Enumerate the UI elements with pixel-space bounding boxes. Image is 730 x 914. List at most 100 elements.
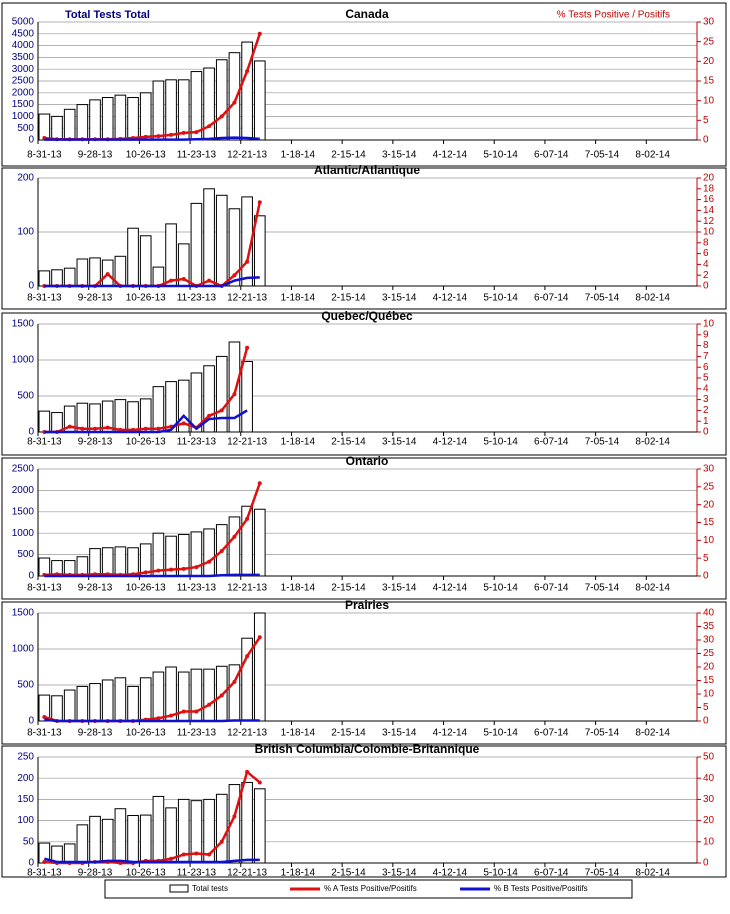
line-point — [207, 413, 212, 418]
bar — [139, 235, 152, 287]
bar — [253, 60, 266, 141]
bar — [101, 97, 114, 141]
y-tick-label: 1000 — [12, 111, 35, 122]
x-tick-label: 3-15-14 — [382, 150, 417, 161]
y2-tick-label: 14 — [703, 205, 715, 216]
x-tick-label: 3-15-14 — [382, 728, 417, 739]
y2-tick-label: 0 — [703, 716, 709, 727]
x-tick-label: 1-18-14 — [281, 728, 316, 739]
bar — [165, 666, 177, 722]
x-tick-label: 2-15-14 — [331, 728, 366, 739]
x-tick-label: 5-10-14 — [483, 150, 518, 161]
y-tick-label: 500 — [17, 680, 34, 691]
x-tick-label: 7-05-14 — [585, 293, 620, 304]
legend-label: % B Tests Positive/Positifs — [494, 884, 588, 893]
y2-tick-label: 8 — [703, 340, 709, 351]
line-series — [44, 718, 260, 723]
x-tick-label: 8-31-13 — [27, 868, 62, 879]
x-tick-label: 12-21-13 — [227, 437, 267, 448]
x-tick-label: 12-21-13 — [227, 868, 267, 879]
line-point — [245, 516, 250, 521]
line-point — [105, 425, 110, 430]
panel-frame — [1, 167, 727, 310]
legend-frame — [104, 879, 633, 899]
x-tick-label: 7-05-14 — [585, 583, 620, 594]
y2-tick-label: 15 — [703, 675, 715, 686]
line-point — [169, 132, 174, 137]
x-tick-label: 12-21-13 — [227, 728, 267, 739]
bar — [228, 208, 241, 287]
x-tick-label: 12-21-13 — [227, 150, 267, 161]
x-tick-label: 9-28-13 — [78, 583, 113, 594]
line-point — [194, 130, 199, 135]
y2-tick-label: 25 — [703, 481, 715, 492]
chart-title: Canada — [345, 7, 389, 21]
x-tick-label: 6-07-14 — [534, 868, 569, 879]
y-axis-title: Total Tests Total — [65, 9, 150, 21]
line-point — [257, 31, 262, 36]
line-point — [207, 852, 212, 857]
x-tick-label: 8-31-13 — [27, 583, 62, 594]
x-tick-label: 7-05-14 — [585, 437, 620, 448]
y2-tick-label: 20 — [703, 662, 715, 673]
bar — [51, 695, 63, 722]
y2-tick-label: 2 — [703, 405, 709, 416]
x-tick-label: 6-07-14 — [534, 583, 569, 594]
line-point — [169, 713, 174, 718]
x-tick-label: 10-26-13 — [126, 437, 166, 448]
y-tick-label: 200 — [17, 173, 34, 184]
y2-tick-label: 16 — [703, 194, 715, 205]
y2-tick-label: 1 — [703, 416, 709, 427]
legend-swatch — [169, 884, 189, 893]
line-point — [143, 426, 148, 431]
bar — [215, 194, 228, 287]
line-point — [219, 549, 224, 554]
line-point — [245, 69, 250, 74]
x-tick-label: 8-02-14 — [635, 293, 670, 304]
x-tick-label: 2-15-14 — [331, 583, 366, 594]
bar — [152, 795, 165, 864]
bar — [76, 104, 89, 141]
y-tick-label: 4000 — [12, 40, 35, 51]
x-tick-label: 10-26-13 — [126, 293, 166, 304]
x-tick-label: 7-05-14 — [585, 150, 620, 161]
y2-tick-label: 0 — [703, 571, 709, 582]
x-tick-label: 9-28-13 — [78, 728, 113, 739]
x-tick-label: 4-12-14 — [433, 150, 468, 161]
y2-tick-label: 4 — [703, 383, 709, 394]
y-tick-label: 0 — [28, 281, 34, 292]
x-tick-label: 10-26-13 — [126, 728, 166, 739]
x-tick-label: 9-28-13 — [78, 868, 113, 879]
y2-tick-label: 20 — [703, 815, 715, 826]
bar — [89, 99, 101, 141]
y-tick-label: 4500 — [12, 28, 35, 39]
line-point — [207, 278, 212, 283]
x-tick-label: 8-02-14 — [635, 150, 670, 161]
x-tick-label: 1-18-14 — [281, 583, 316, 594]
x-tick-label: 5-10-14 — [483, 728, 518, 739]
line-point — [232, 534, 237, 539]
bar — [38, 410, 51, 433]
x-tick-label: 8-02-14 — [635, 437, 670, 448]
line-point — [245, 654, 250, 659]
bar — [89, 548, 101, 577]
bar — [114, 546, 127, 577]
bar — [63, 689, 76, 722]
x-tick-label: 12-21-13 — [227, 583, 267, 594]
chart-title: Quebec/Québec — [321, 309, 413, 323]
y2-tick-label: 4 — [703, 259, 709, 270]
y-tick-label: 0 — [28, 135, 34, 146]
x-tick-label: 4-12-14 — [433, 868, 468, 879]
line-point — [257, 635, 262, 640]
x-tick-label: 3-15-14 — [382, 868, 417, 879]
y-tick-label: 200 — [17, 773, 34, 784]
x-tick-label: 2-15-14 — [331, 437, 366, 448]
bar — [101, 547, 114, 577]
x-tick-label: 11-23-13 — [177, 437, 217, 448]
y-tick-label: 0 — [28, 427, 34, 438]
y2-tick-label: 20 — [703, 499, 715, 510]
line-point — [232, 392, 237, 397]
y2-tick-label: 5 — [703, 115, 709, 126]
line-point — [42, 714, 47, 719]
